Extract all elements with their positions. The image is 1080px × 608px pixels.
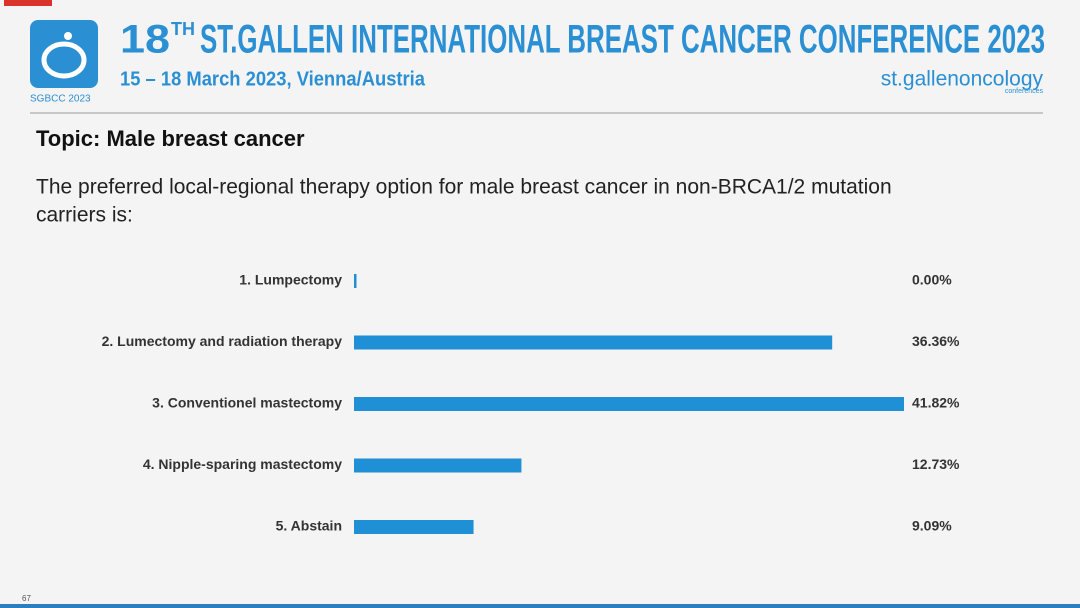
question-line: The preferred local-regional therapy opt… bbox=[36, 176, 892, 199]
corner-tag bbox=[4, 0, 52, 6]
bar-start bbox=[354, 274, 357, 288]
category-label: 5. Abstain bbox=[276, 518, 342, 534]
brand-sub: conferences bbox=[1005, 88, 1044, 95]
value-label: 41.82% bbox=[912, 395, 960, 411]
category-label: 3. Conventionel mastectomy bbox=[152, 395, 342, 411]
brand: st.gallenoncology bbox=[881, 68, 1044, 91]
bottom-border bbox=[0, 604, 1080, 608]
logo-text: SGBCC 2023 bbox=[30, 94, 91, 105]
value-label: 36.36% bbox=[912, 333, 960, 349]
bar bbox=[354, 397, 904, 411]
chart: 1. Lumpectomy 0.00% 2. Lumectomy and radia… bbox=[102, 272, 960, 534]
category-label: 1. Lumpectomy bbox=[239, 272, 342, 288]
bar bbox=[354, 520, 474, 534]
topic: Topic: Male breast cancer bbox=[36, 126, 305, 151]
category-label: 2. Lumectomy and radiation therapy bbox=[102, 333, 343, 349]
title-suffix: TH bbox=[171, 19, 195, 39]
value-label: 9.09% bbox=[912, 518, 952, 534]
question-line: carriers is: bbox=[36, 204, 133, 227]
logo-dot bbox=[64, 32, 72, 40]
value-label: 0.00% bbox=[912, 272, 952, 288]
subtitle: 15 – 18 March 2023, Vienna/Austria bbox=[120, 68, 426, 90]
value-label: 12.73% bbox=[912, 456, 960, 472]
title-number: 18 bbox=[120, 18, 170, 62]
bar bbox=[354, 335, 833, 350]
page-number: 67 bbox=[22, 594, 31, 603]
logo-shape bbox=[41, 41, 87, 79]
title: ST.GALLEN INTERNATIONAL BREAST CANCER CO… bbox=[200, 18, 1045, 62]
category-label: 4. Nipple-sparing mastectomy bbox=[143, 456, 342, 472]
bar bbox=[354, 458, 522, 473]
